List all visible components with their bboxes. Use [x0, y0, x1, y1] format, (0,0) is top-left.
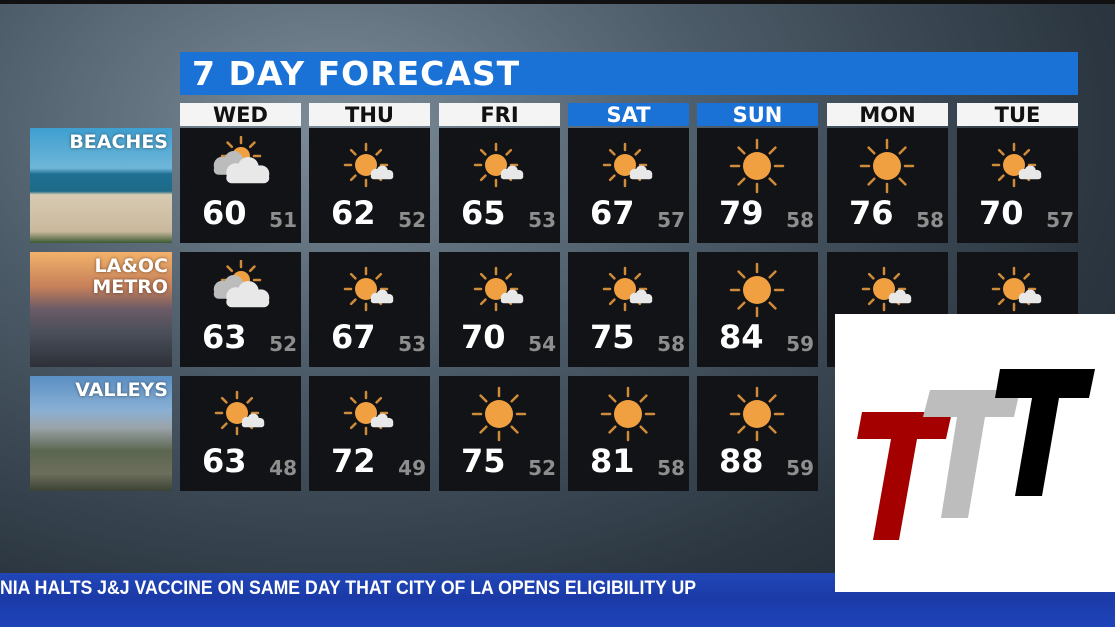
region-panel: LA&OC METRO	[30, 252, 172, 367]
sun-small-cloud-icon	[991, 142, 1042, 188]
high-temp: 88	[719, 442, 764, 480]
forecast-cell: 67 53	[309, 252, 430, 367]
region-panel: BEACHES	[30, 128, 172, 243]
region-label: VALLEYS	[75, 379, 168, 401]
high-temp: 62	[331, 194, 376, 232]
sun-small-cloud-icon	[343, 390, 394, 436]
sun-small-cloud-icon	[602, 266, 653, 312]
high-temp: 81	[590, 442, 635, 480]
low-temp: 57	[657, 208, 685, 232]
region-panel: VALLEYS	[30, 376, 172, 491]
forecast-cell: 81 58	[568, 376, 689, 491]
high-temp: 65	[461, 194, 506, 232]
forecast-cell: 75 52	[439, 376, 560, 491]
day-header-thu: THU	[309, 103, 430, 127]
sunny-icon	[859, 138, 915, 194]
mostly-cloudy-icon	[213, 136, 270, 184]
low-temp: 54	[528, 332, 556, 356]
low-temp: 49	[398, 456, 426, 480]
forecast-cell: 70 54	[439, 252, 560, 367]
sunny-icon	[729, 386, 785, 442]
forecast-cell: 67 57	[568, 128, 689, 243]
high-temp: 60	[202, 194, 247, 232]
forecast-cell: 88 59	[697, 376, 818, 491]
sun-small-cloud-icon	[343, 142, 394, 188]
sun-small-cloud-icon	[991, 266, 1042, 312]
high-temp: 70	[461, 318, 506, 356]
forecast-cell: 70 57	[957, 128, 1078, 243]
low-temp: 52	[398, 208, 426, 232]
ttt-logo	[835, 314, 1115, 592]
sun-small-cloud-icon	[602, 142, 653, 188]
forecast-cell: 79 58	[697, 128, 818, 243]
low-temp: 53	[528, 208, 556, 232]
low-temp: 58	[786, 208, 814, 232]
region-label: BEACHES	[69, 131, 168, 153]
forecast-cell: 60 51	[180, 128, 301, 243]
high-temp: 76	[849, 194, 894, 232]
ttt-logo-icon	[857, 369, 1095, 540]
forecast-cell: 63 48	[180, 376, 301, 491]
sun-small-cloud-icon	[861, 266, 912, 312]
low-temp: 48	[269, 456, 297, 480]
sun-small-cloud-icon	[473, 142, 524, 188]
high-temp: 67	[590, 194, 635, 232]
low-temp: 59	[786, 332, 814, 356]
forecast-cell: 63 52	[180, 252, 301, 367]
high-temp: 84	[719, 318, 764, 356]
sun-small-cloud-icon	[473, 266, 524, 312]
day-header-fri: FRI	[439, 103, 560, 127]
forecast-cell: 62 52	[309, 128, 430, 243]
forecast-cell: 84 59	[697, 252, 818, 367]
sunny-icon	[729, 262, 785, 318]
high-temp: 72	[331, 442, 376, 480]
top-border	[0, 0, 1115, 4]
high-temp: 70	[979, 194, 1024, 232]
day-header-mon: MON	[827, 103, 948, 127]
sun-small-cloud-icon	[214, 390, 265, 436]
forecast-cell: 75 58	[568, 252, 689, 367]
day-header-tue: TUE	[957, 103, 1078, 127]
low-temp: 52	[269, 332, 297, 356]
sunny-icon	[471, 386, 527, 442]
sun-small-cloud-icon	[343, 266, 394, 312]
forecast-cell: 76 58	[827, 128, 948, 243]
low-temp: 52	[528, 456, 556, 480]
low-temp: 58	[657, 332, 685, 356]
forecast-title: 7 DAY FORECAST	[180, 52, 1078, 95]
day-header-sat: SAT	[568, 103, 689, 127]
forecast-cell: 72 49	[309, 376, 430, 491]
low-temp: 58	[657, 456, 685, 480]
low-temp: 57	[1046, 208, 1074, 232]
low-temp: 53	[398, 332, 426, 356]
high-temp: 75	[461, 442, 506, 480]
low-temp: 58	[916, 208, 944, 232]
sunny-icon	[600, 386, 656, 442]
forecast-cell: 65 53	[439, 128, 560, 243]
high-temp: 63	[202, 318, 247, 356]
low-temp: 51	[269, 208, 297, 232]
day-header-sun: SUN	[697, 103, 818, 127]
high-temp: 67	[331, 318, 376, 356]
day-header-wed: WED	[180, 103, 301, 127]
sunny-icon	[729, 138, 785, 194]
ticker-text: NIA HALTS J&J VACCINE ON SAME DAY THAT C…	[0, 578, 697, 599]
high-temp: 79	[719, 194, 764, 232]
high-temp: 75	[590, 318, 635, 356]
high-temp: 63	[202, 442, 247, 480]
low-temp: 59	[786, 456, 814, 480]
mostly-cloudy-icon	[213, 260, 270, 308]
region-label: LA&OC METRO	[92, 255, 168, 298]
